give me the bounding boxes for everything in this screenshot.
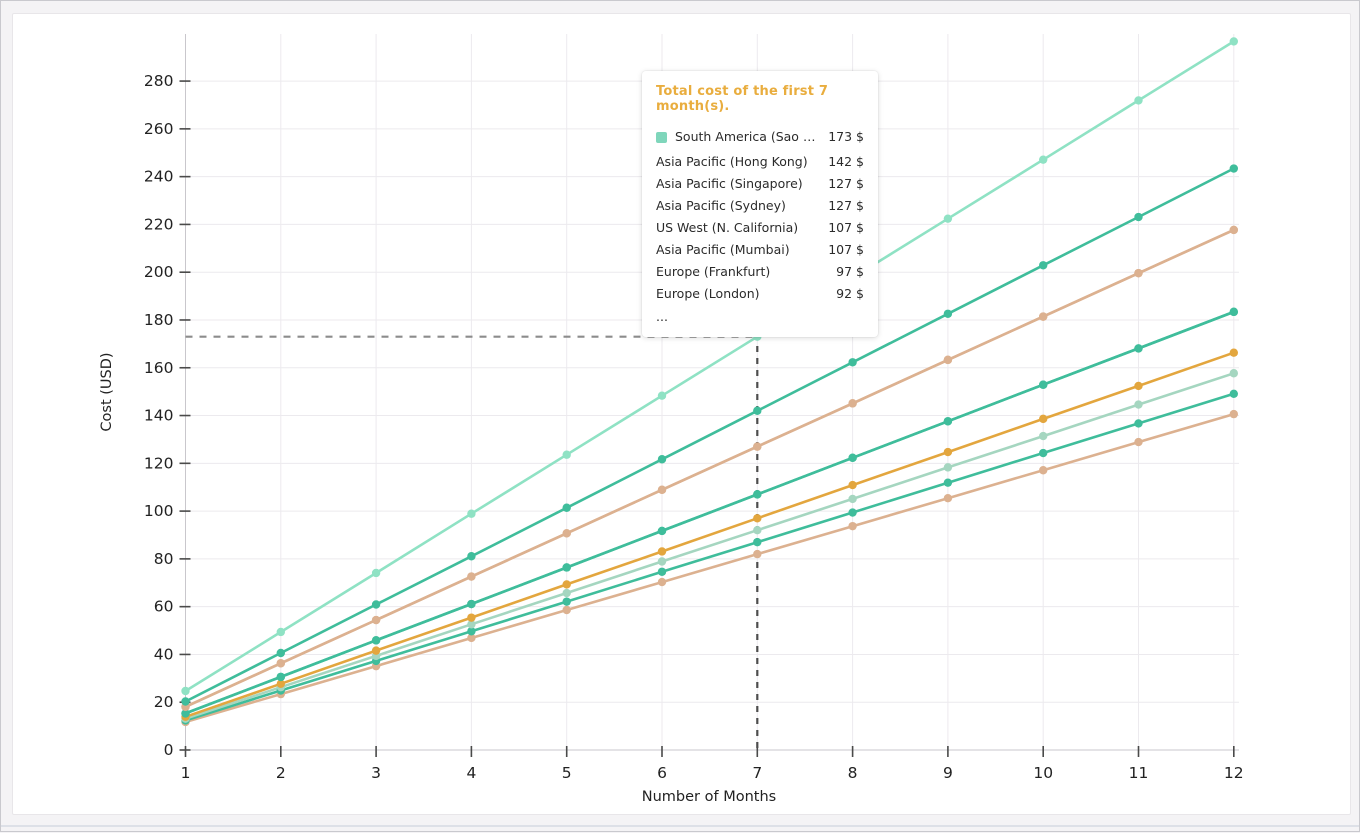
x-tick-label: 10 — [1033, 764, 1053, 782]
tooltip-row-label: Asia Pacific (Hong Kong) — [656, 154, 808, 169]
x-tick-label: 7 — [752, 764, 762, 782]
y-tick-label: 20 — [154, 693, 174, 711]
tooltip-row-label: Europe (Frankfurt) — [656, 264, 771, 279]
y-tick-label: 180 — [144, 311, 174, 329]
x-tick-label: 11 — [1129, 764, 1149, 782]
series-line-8[interactable] — [184, 371, 1236, 721]
x-tick-label: 12 — [1224, 764, 1244, 782]
tooltip-row-label: Asia Pacific (Singapore) — [656, 176, 803, 191]
x-tick-label: 1 — [181, 764, 191, 782]
tooltip-row-label: South America (Sao Paulo) — [675, 129, 820, 144]
series-points-10[interactable] — [181, 409, 1239, 727]
tooltip-row-value: 97 $ — [836, 264, 864, 279]
y-tick-label: 160 — [144, 359, 174, 377]
series-points-2[interactable] — [181, 164, 1239, 706]
tooltip-row-label: Asia Pacific (Mumbai) — [656, 242, 790, 257]
x-tick-label: 8 — [848, 764, 858, 782]
series-line-3[interactable] — [184, 228, 1236, 709]
tooltip-row: Europe (London) 92 $ — [656, 283, 864, 305]
tooltip-row-value: 107 $ — [828, 220, 864, 235]
y-tick-label: 260 — [144, 120, 174, 138]
tooltip-row-label: Asia Pacific (Sydney) — [656, 198, 786, 213]
tooltip-row: Asia Pacific (Sydney) 127 $ — [656, 195, 864, 217]
x-tick-label: 9 — [943, 764, 953, 782]
y-tick-label: 220 — [144, 215, 174, 233]
tooltip-rows: South America (Sao Paulo) 173 $ Asia Pacif… — [656, 126, 864, 305]
y-tick-label: 280 — [144, 72, 174, 90]
series-line-10[interactable] — [184, 412, 1236, 724]
x-tick-label: 5 — [562, 764, 572, 782]
y-tick-label: 40 — [154, 645, 174, 663]
tooltip-row-value: 127 $ — [828, 198, 864, 213]
series-points-1[interactable] — [181, 37, 1239, 696]
series-line-5[interactable] — [184, 310, 1236, 715]
series-points-5[interactable] — [181, 307, 1239, 718]
y-tick-label: 80 — [154, 550, 174, 568]
series-marker-icon — [656, 131, 667, 143]
y-tick-label: 100 — [144, 502, 174, 520]
x-tick-label: 4 — [466, 764, 476, 782]
tooltip-row-value: 142 $ — [828, 154, 864, 169]
tooltip-row: South America (Sao Paulo) 173 $ — [656, 126, 864, 148]
x-tick-label: 6 — [657, 764, 667, 782]
x-axis-title: Number of Months — [642, 789, 776, 805]
y-axis-title: Cost (USD) — [99, 352, 115, 431]
y-tick-label: 60 — [154, 598, 174, 616]
tooltip-row: Europe (Frankfurt) 97 $ — [656, 261, 864, 283]
tooltip-row-label: US West (N. California) — [656, 220, 799, 235]
chart-tooltip: Total cost of the first 7 month(s). Sout… — [642, 71, 878, 337]
tooltip-title: Total cost of the first 7 month(s). — [656, 84, 829, 114]
series-line-1[interactable] — [184, 40, 1236, 693]
series-line-9[interactable] — [184, 392, 1236, 722]
series-points — [181, 37, 1239, 727]
bottom-divider — [1, 825, 1359, 827]
x-tick-label: 2 — [276, 764, 286, 782]
tooltip-more-indicator: ... — [656, 309, 668, 324]
series-lines — [184, 40, 1236, 724]
series-line-7[interactable] — [184, 351, 1236, 719]
series-line-2[interactable] — [184, 167, 1236, 703]
tooltip-row-value: 92 $ — [836, 286, 864, 301]
tooltip-row-value: 107 $ — [828, 242, 864, 257]
axis-tick-labels: 1 2 3 4 5 6 7 8 9 10 11 120204060801001201401601802… — [144, 72, 1244, 782]
tooltip-row: Asia Pacific (Singapore) 127 $ — [656, 173, 864, 195]
tooltip-row-value: 173 $ — [828, 129, 864, 144]
tooltip-row-label: Europe (London) — [656, 286, 760, 301]
y-tick-label: 0 — [164, 741, 174, 759]
tooltip-row: Asia Pacific (Hong Kong) 142 $ — [656, 151, 864, 173]
y-tick-label: 140 — [144, 407, 174, 425]
series-points-3[interactable] — [181, 225, 1239, 711]
tooltip-row: Asia Pacific (Mumbai) 107 $ — [656, 239, 864, 261]
tooltip-row: US West (N. California) 107 $ — [656, 217, 864, 239]
y-tick-label: 200 — [144, 263, 174, 281]
x-tick-label: 3 — [371, 764, 381, 782]
tooltip-row-value: 127 $ — [828, 176, 864, 191]
y-tick-label: 240 — [144, 168, 174, 186]
y-tick-label: 120 — [144, 454, 174, 472]
